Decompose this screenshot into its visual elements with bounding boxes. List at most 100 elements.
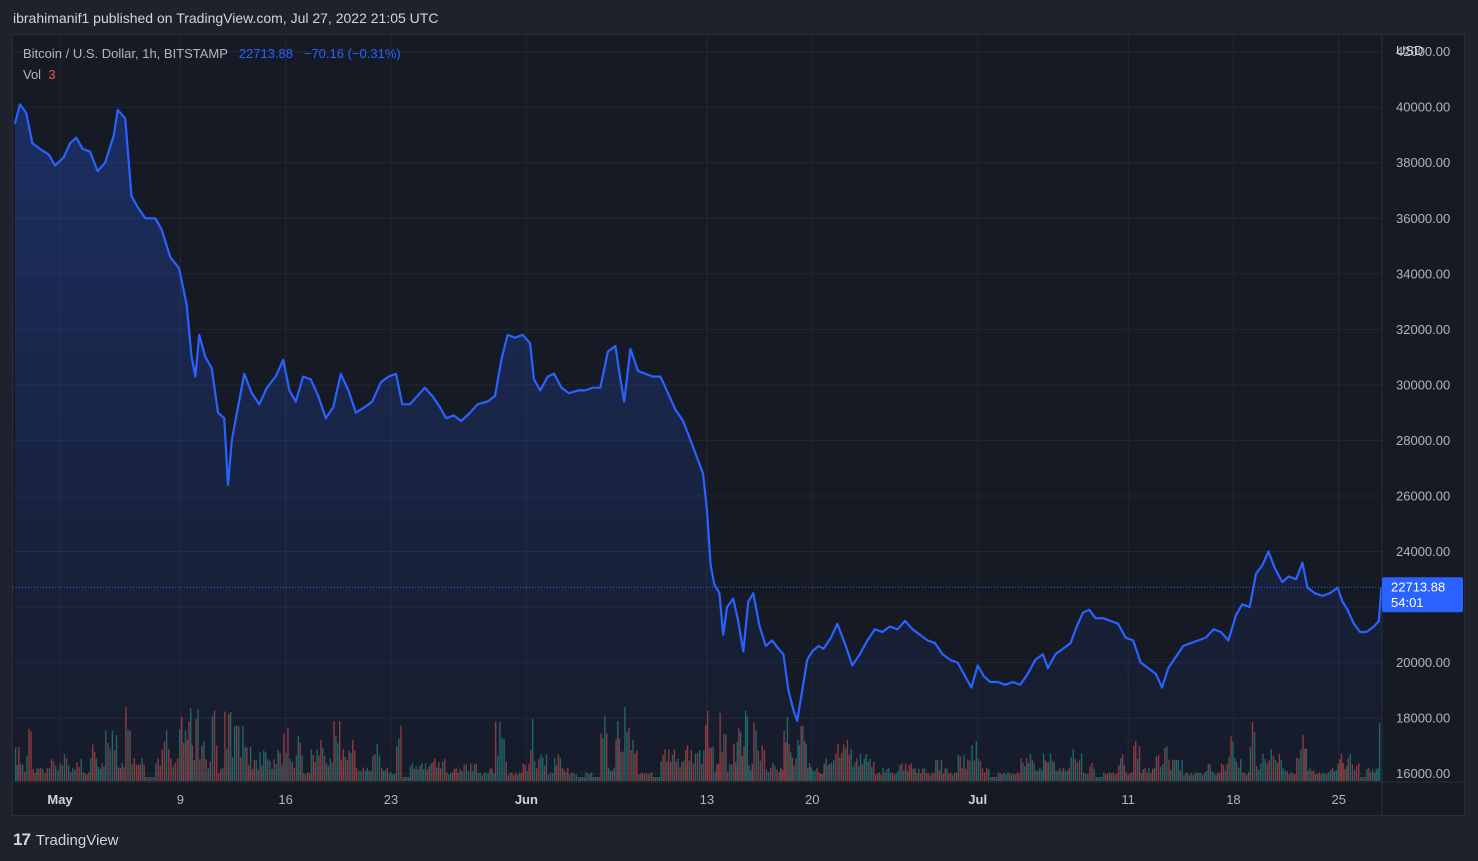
- legend-volume-label[interactable]: Vol: [23, 67, 42, 82]
- volume-bar: [205, 759, 207, 781]
- volume-bar: [994, 777, 996, 781]
- volume-bar: [973, 760, 975, 781]
- volume-bar: [360, 770, 362, 781]
- volume-bar: [337, 743, 339, 781]
- volume-bar: [277, 750, 279, 781]
- volume-bar: [1345, 766, 1348, 781]
- volume-bar: [1089, 766, 1091, 781]
- y-tick-label: 16000.00: [1396, 766, 1450, 781]
- chart-pane[interactable]: 16000.0018000.0020000.0022000.0024000.00…: [12, 34, 1465, 816]
- volume-bar: [1238, 767, 1240, 781]
- volume-bar: [320, 740, 322, 781]
- volume-bar: [935, 759, 937, 781]
- volume-bar: [151, 777, 153, 781]
- volume-bar: [688, 760, 691, 781]
- volume-bar: [1059, 767, 1061, 781]
- volume-bar: [624, 707, 626, 781]
- volume-bar: [547, 774, 550, 781]
- volume-bar: [753, 722, 755, 781]
- volume-bar: [861, 764, 864, 781]
- volume-bar: [82, 772, 84, 781]
- volume-bar: [666, 761, 668, 781]
- volume-bar: [240, 757, 242, 781]
- volume-histogram: [14, 707, 1381, 781]
- volume-bar: [656, 777, 659, 781]
- volume-bar: [471, 771, 474, 781]
- volume-bar: [442, 761, 444, 781]
- volume-bar: [1258, 769, 1260, 781]
- volume-bar: [135, 764, 138, 781]
- volume-bar: [609, 770, 612, 781]
- volume-bar: [986, 768, 988, 781]
- volume-bar: [696, 753, 699, 781]
- volume-bar: [249, 746, 252, 781]
- volume-bar: [1211, 771, 1213, 781]
- volume-bar: [677, 758, 679, 781]
- volume-bar: [209, 761, 211, 781]
- volume-bar: [710, 748, 713, 781]
- legend-symbol[interactable]: Bitcoin / U.S. Dollar, 1h, BITSTAMP: [23, 46, 228, 61]
- volume-bar: [335, 735, 337, 781]
- volume-bar: [729, 764, 731, 781]
- volume-bar: [977, 759, 980, 781]
- volume-bar: [419, 766, 421, 781]
- volume-bar: [139, 763, 141, 781]
- volume-bar: [522, 763, 524, 781]
- volume-bar: [19, 764, 22, 781]
- volume-bar: [1262, 753, 1264, 781]
- volume-bar: [1166, 746, 1168, 781]
- volume-bar: [944, 768, 946, 781]
- volume-bar: [109, 748, 111, 781]
- volume-bar: [1131, 772, 1133, 781]
- y-tick-label: 34000.00: [1396, 266, 1450, 281]
- volume-bar: [186, 739, 188, 781]
- volume-bar: [1135, 740, 1137, 781]
- volume-bar: [218, 773, 220, 781]
- volume-bar: [1185, 772, 1187, 781]
- price-tag[interactable]: [1382, 577, 1463, 613]
- volume-bar: [940, 760, 943, 781]
- x-tick-label: 20: [805, 792, 819, 807]
- legend-volume-row[interactable]: Vol 3: [23, 66, 401, 87]
- volume-bar: [63, 754, 66, 781]
- volume-bar: [1062, 767, 1065, 781]
- volume-bar: [34, 773, 36, 781]
- volume-bar: [155, 763, 157, 781]
- volume-bar: [1217, 772, 1219, 781]
- volume-bar: [32, 768, 34, 781]
- footer-brand[interactable]: 17 TradingView: [13, 830, 118, 850]
- volume-bar: [1220, 763, 1223, 781]
- volume-bar: [793, 765, 795, 781]
- volume-bar: [244, 746, 246, 781]
- volume-bar: [224, 711, 226, 781]
- volume-bar: [143, 764, 145, 781]
- volume-bar: [386, 767, 388, 781]
- volume-bar: [833, 760, 835, 781]
- price-chart-svg[interactable]: 16000.0018000.0020000.0022000.0024000.00…: [13, 35, 1464, 815]
- volume-bar: [891, 772, 894, 781]
- volume-bar: [785, 742, 787, 781]
- volume-bar: [181, 717, 183, 781]
- volume-bar: [920, 773, 922, 781]
- volume-bar: [470, 763, 472, 781]
- volume-bar: [1274, 759, 1277, 781]
- volume-bar: [1007, 772, 1009, 781]
- volume-bar: [664, 749, 666, 781]
- y-tick-label: 24000.00: [1396, 544, 1450, 559]
- volume-bar: [493, 773, 495, 781]
- volume-bar: [1116, 773, 1118, 781]
- volume-bar: [842, 744, 845, 781]
- volume-bar: [1322, 772, 1324, 781]
- volume-bar: [797, 740, 799, 781]
- volume-bar: [1355, 765, 1358, 781]
- volume-bar: [852, 766, 854, 781]
- volume-bar: [42, 769, 44, 781]
- volume-bar: [61, 765, 63, 781]
- volume-bar: [518, 772, 521, 781]
- volume-bar: [1246, 774, 1248, 781]
- volume-bar: [1110, 773, 1112, 781]
- volume-bar: [1093, 768, 1095, 781]
- legend-symbol-row[interactable]: Bitcoin / U.S. Dollar, 1h, BITSTAMP 2271…: [23, 45, 401, 66]
- volume-bar: [191, 745, 193, 781]
- volume-bar: [188, 721, 190, 781]
